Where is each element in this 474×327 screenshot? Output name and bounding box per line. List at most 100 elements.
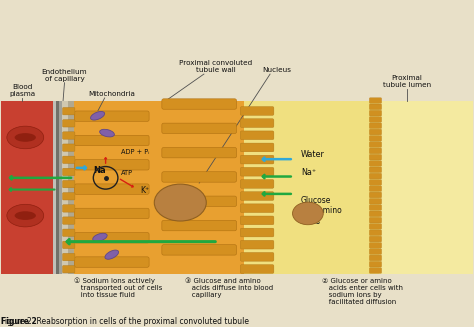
Ellipse shape [155, 184, 206, 221]
FancyBboxPatch shape [162, 99, 237, 109]
FancyBboxPatch shape [369, 98, 382, 103]
Bar [379, 100, 474, 274]
Text: Na⁺: Na⁺ [301, 168, 316, 177]
FancyBboxPatch shape [369, 217, 382, 223]
FancyBboxPatch shape [369, 268, 382, 273]
FancyBboxPatch shape [240, 216, 274, 225]
FancyBboxPatch shape [240, 119, 274, 128]
Bar [56, 100, 59, 274]
FancyBboxPatch shape [162, 147, 237, 158]
FancyBboxPatch shape [240, 180, 274, 188]
Text: ② Glucose or amino
   acids enter cells with
   sodium ions by
   facilitated di: ② Glucose or amino acids enter cells wit… [322, 278, 403, 305]
FancyBboxPatch shape [240, 107, 274, 115]
FancyBboxPatch shape [240, 143, 274, 152]
FancyBboxPatch shape [74, 232, 149, 243]
Text: ADP + Pᵢ: ADP + Pᵢ [121, 149, 150, 155]
Text: Proximal convoluted
tubule wall: Proximal convoluted tubule wall [179, 60, 252, 73]
FancyBboxPatch shape [240, 204, 274, 213]
FancyBboxPatch shape [369, 211, 382, 217]
Text: Figure 2  Reabsorption in cells of the proximal convoluted tubule: Figure 2 Reabsorption in cells of the pr… [0, 317, 249, 326]
FancyBboxPatch shape [63, 120, 75, 127]
FancyBboxPatch shape [369, 249, 382, 254]
FancyBboxPatch shape [369, 161, 382, 166]
FancyBboxPatch shape [369, 198, 382, 204]
FancyBboxPatch shape [63, 156, 75, 164]
Ellipse shape [105, 250, 118, 259]
FancyBboxPatch shape [369, 104, 382, 110]
Text: Figure 2: Figure 2 [0, 317, 36, 326]
Ellipse shape [93, 233, 107, 241]
FancyBboxPatch shape [63, 193, 75, 200]
Text: ATP: ATP [121, 170, 133, 177]
FancyBboxPatch shape [74, 257, 149, 267]
FancyBboxPatch shape [162, 245, 237, 255]
Text: ③ Glucose and amino
   acids diffuse into blood
   capillary: ③ Glucose and amino acids diffuse into b… [185, 278, 273, 298]
Ellipse shape [100, 129, 114, 137]
FancyBboxPatch shape [63, 217, 75, 224]
Bar [59, 100, 62, 274]
FancyBboxPatch shape [74, 160, 149, 170]
FancyBboxPatch shape [63, 266, 75, 273]
FancyBboxPatch shape [63, 144, 75, 151]
Bar [62, 100, 68, 274]
FancyBboxPatch shape [240, 240, 274, 249]
Ellipse shape [292, 202, 323, 225]
FancyBboxPatch shape [63, 181, 75, 188]
Text: Na: Na [94, 166, 106, 175]
FancyBboxPatch shape [369, 243, 382, 248]
Text: Blood
plasma: Blood plasma [9, 84, 35, 97]
FancyBboxPatch shape [369, 186, 382, 192]
Text: Nucleus: Nucleus [263, 67, 292, 73]
FancyBboxPatch shape [369, 110, 382, 116]
Ellipse shape [91, 112, 105, 120]
FancyBboxPatch shape [74, 135, 149, 146]
FancyBboxPatch shape [240, 155, 274, 164]
FancyBboxPatch shape [74, 208, 149, 219]
FancyBboxPatch shape [369, 224, 382, 229]
Text: ① Sodium ions actively
   transported out of cells
   into tissue fluid: ① Sodium ions actively transported out o… [74, 278, 162, 298]
FancyBboxPatch shape [240, 228, 274, 237]
FancyBboxPatch shape [74, 184, 149, 194]
FancyBboxPatch shape [63, 132, 75, 139]
FancyBboxPatch shape [63, 253, 75, 261]
FancyBboxPatch shape [63, 241, 75, 249]
FancyBboxPatch shape [63, 205, 75, 212]
FancyBboxPatch shape [369, 192, 382, 198]
Bar [68, 100, 74, 274]
FancyBboxPatch shape [162, 123, 237, 133]
FancyBboxPatch shape [74, 111, 149, 121]
Text: Proximal
tubule lumen: Proximal tubule lumen [383, 76, 431, 88]
FancyBboxPatch shape [369, 205, 382, 210]
Bar [244, 100, 379, 274]
Bar [53, 100, 56, 274]
FancyBboxPatch shape [162, 220, 237, 231]
Bar [74, 100, 244, 274]
FancyBboxPatch shape [369, 142, 382, 147]
FancyBboxPatch shape [369, 180, 382, 185]
Ellipse shape [7, 204, 44, 227]
FancyBboxPatch shape [369, 236, 382, 242]
FancyBboxPatch shape [369, 129, 382, 135]
FancyBboxPatch shape [63, 168, 75, 176]
FancyBboxPatch shape [369, 261, 382, 267]
FancyBboxPatch shape [63, 229, 75, 236]
FancyBboxPatch shape [240, 265, 274, 273]
FancyBboxPatch shape [63, 108, 75, 115]
FancyBboxPatch shape [240, 131, 274, 140]
FancyBboxPatch shape [240, 192, 274, 200]
FancyBboxPatch shape [369, 148, 382, 154]
FancyBboxPatch shape [369, 230, 382, 235]
FancyBboxPatch shape [162, 196, 237, 206]
FancyBboxPatch shape [369, 167, 382, 173]
FancyBboxPatch shape [369, 154, 382, 160]
Text: Water: Water [301, 150, 325, 159]
FancyBboxPatch shape [369, 117, 382, 122]
Text: Endothelium
of capillary: Endothelium of capillary [42, 69, 87, 82]
FancyBboxPatch shape [240, 252, 274, 261]
FancyBboxPatch shape [369, 123, 382, 129]
FancyBboxPatch shape [240, 167, 274, 176]
FancyBboxPatch shape [369, 135, 382, 141]
Text: K⁺: K⁺ [140, 186, 149, 195]
FancyBboxPatch shape [162, 172, 237, 182]
FancyBboxPatch shape [369, 255, 382, 261]
